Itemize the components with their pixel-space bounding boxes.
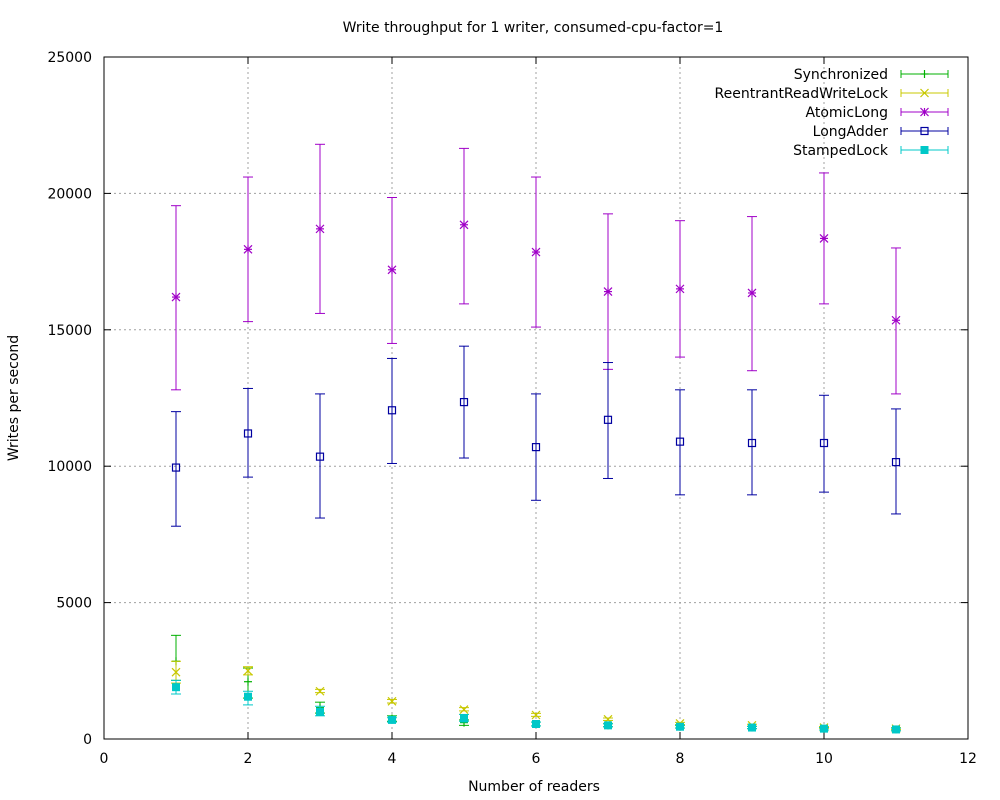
data-point (243, 429, 253, 438)
data-point (315, 452, 325, 461)
series-StampedLock (171, 679, 901, 734)
legend-label: StampedLock (793, 143, 889, 159)
data-point (243, 244, 253, 254)
legend-entry: StampedLock (793, 143, 949, 159)
legend-label: Synchronized (794, 67, 888, 83)
data-point (244, 692, 252, 701)
data-point (460, 714, 468, 723)
data-point (459, 397, 469, 407)
data-point (892, 725, 900, 734)
data-point (387, 696, 397, 706)
data-point (244, 677, 252, 686)
legend-entry: ReentrantReadWriteLock (715, 86, 949, 102)
x-tick-label: 0 (100, 751, 109, 767)
legend-entry: Synchronized (794, 67, 949, 83)
legend-marker (920, 146, 929, 154)
data-point (603, 287, 613, 297)
data-point (532, 719, 540, 728)
error-bar (603, 362, 613, 479)
x-tick-label: 12 (959, 751, 977, 767)
data-point (171, 463, 181, 472)
legend-marker (920, 126, 929, 136)
legend-entry: AtomicLong (806, 105, 949, 121)
data-point (819, 438, 829, 448)
y-axis-label: Writes per second (6, 335, 22, 461)
data-point (315, 224, 325, 234)
data-point (531, 247, 541, 257)
legend-entry: LongAdder (813, 124, 949, 140)
chart-title: Write throughput for 1 writer, consumed-… (343, 20, 724, 36)
error-bar (675, 389, 685, 496)
y-tick-label: 10000 (47, 459, 92, 475)
x-axis-label: Number of readers (468, 779, 600, 795)
error-bar (891, 408, 901, 515)
series-LongAdder (171, 345, 901, 527)
data-point (747, 438, 757, 448)
error-bar (243, 387, 253, 478)
y-tick-label: 5000 (56, 596, 92, 612)
y-tick-label: 15000 (47, 323, 92, 339)
error-bar (459, 345, 469, 459)
data-point (531, 710, 541, 720)
data-point (387, 406, 397, 415)
data-point (459, 705, 469, 714)
legend-label: AtomicLong (806, 105, 889, 121)
data-point (747, 288, 757, 298)
data-point (459, 220, 469, 230)
data-point (603, 415, 613, 424)
legend-marker (920, 88, 929, 98)
data-point (819, 233, 829, 243)
data-point (171, 292, 181, 302)
error-bar (387, 357, 397, 464)
legend-marker (920, 70, 929, 78)
data-point (675, 437, 685, 446)
error-bar (315, 393, 325, 519)
data-point (820, 724, 828, 733)
x-tick-label: 2 (244, 751, 253, 767)
x-tick-label: 10 (815, 751, 833, 767)
data-point (891, 458, 901, 467)
data-point (388, 715, 396, 724)
y-tick-label: 20000 (47, 186, 92, 202)
data-point (676, 722, 684, 731)
series-layer (171, 143, 901, 734)
data-point (316, 707, 324, 716)
y-tick-label: 25000 (47, 50, 92, 66)
axis-ticks: 0 2 4 6 8 10 12 0 5000 10000 15000 20000 25000 (47, 50, 976, 767)
error-bar (531, 393, 541, 501)
x-tick-label: 8 (676, 751, 685, 767)
error-bar (747, 389, 757, 496)
series-AtomicLong (171, 143, 901, 395)
legend: Synchronized ReentrantReadWriteLock Atomic… (715, 67, 949, 159)
error-bar (171, 411, 181, 527)
legend-marker (920, 107, 929, 117)
data-point (531, 443, 541, 452)
data-point (171, 667, 181, 677)
x-tick-label: 4 (388, 751, 397, 767)
legend-label: LongAdder (813, 124, 889, 140)
data-point (604, 721, 612, 730)
data-point (675, 284, 685, 294)
data-point (891, 315, 901, 325)
data-point (172, 683, 180, 692)
data-point (387, 265, 397, 275)
error-bar (819, 394, 829, 493)
data-point (315, 686, 325, 696)
data-point (748, 723, 756, 732)
data-point (243, 666, 253, 676)
y-tick-label: 0 (83, 732, 92, 748)
x-tick-label: 6 (532, 751, 541, 767)
legend-label: ReentrantReadWriteLock (715, 86, 889, 102)
